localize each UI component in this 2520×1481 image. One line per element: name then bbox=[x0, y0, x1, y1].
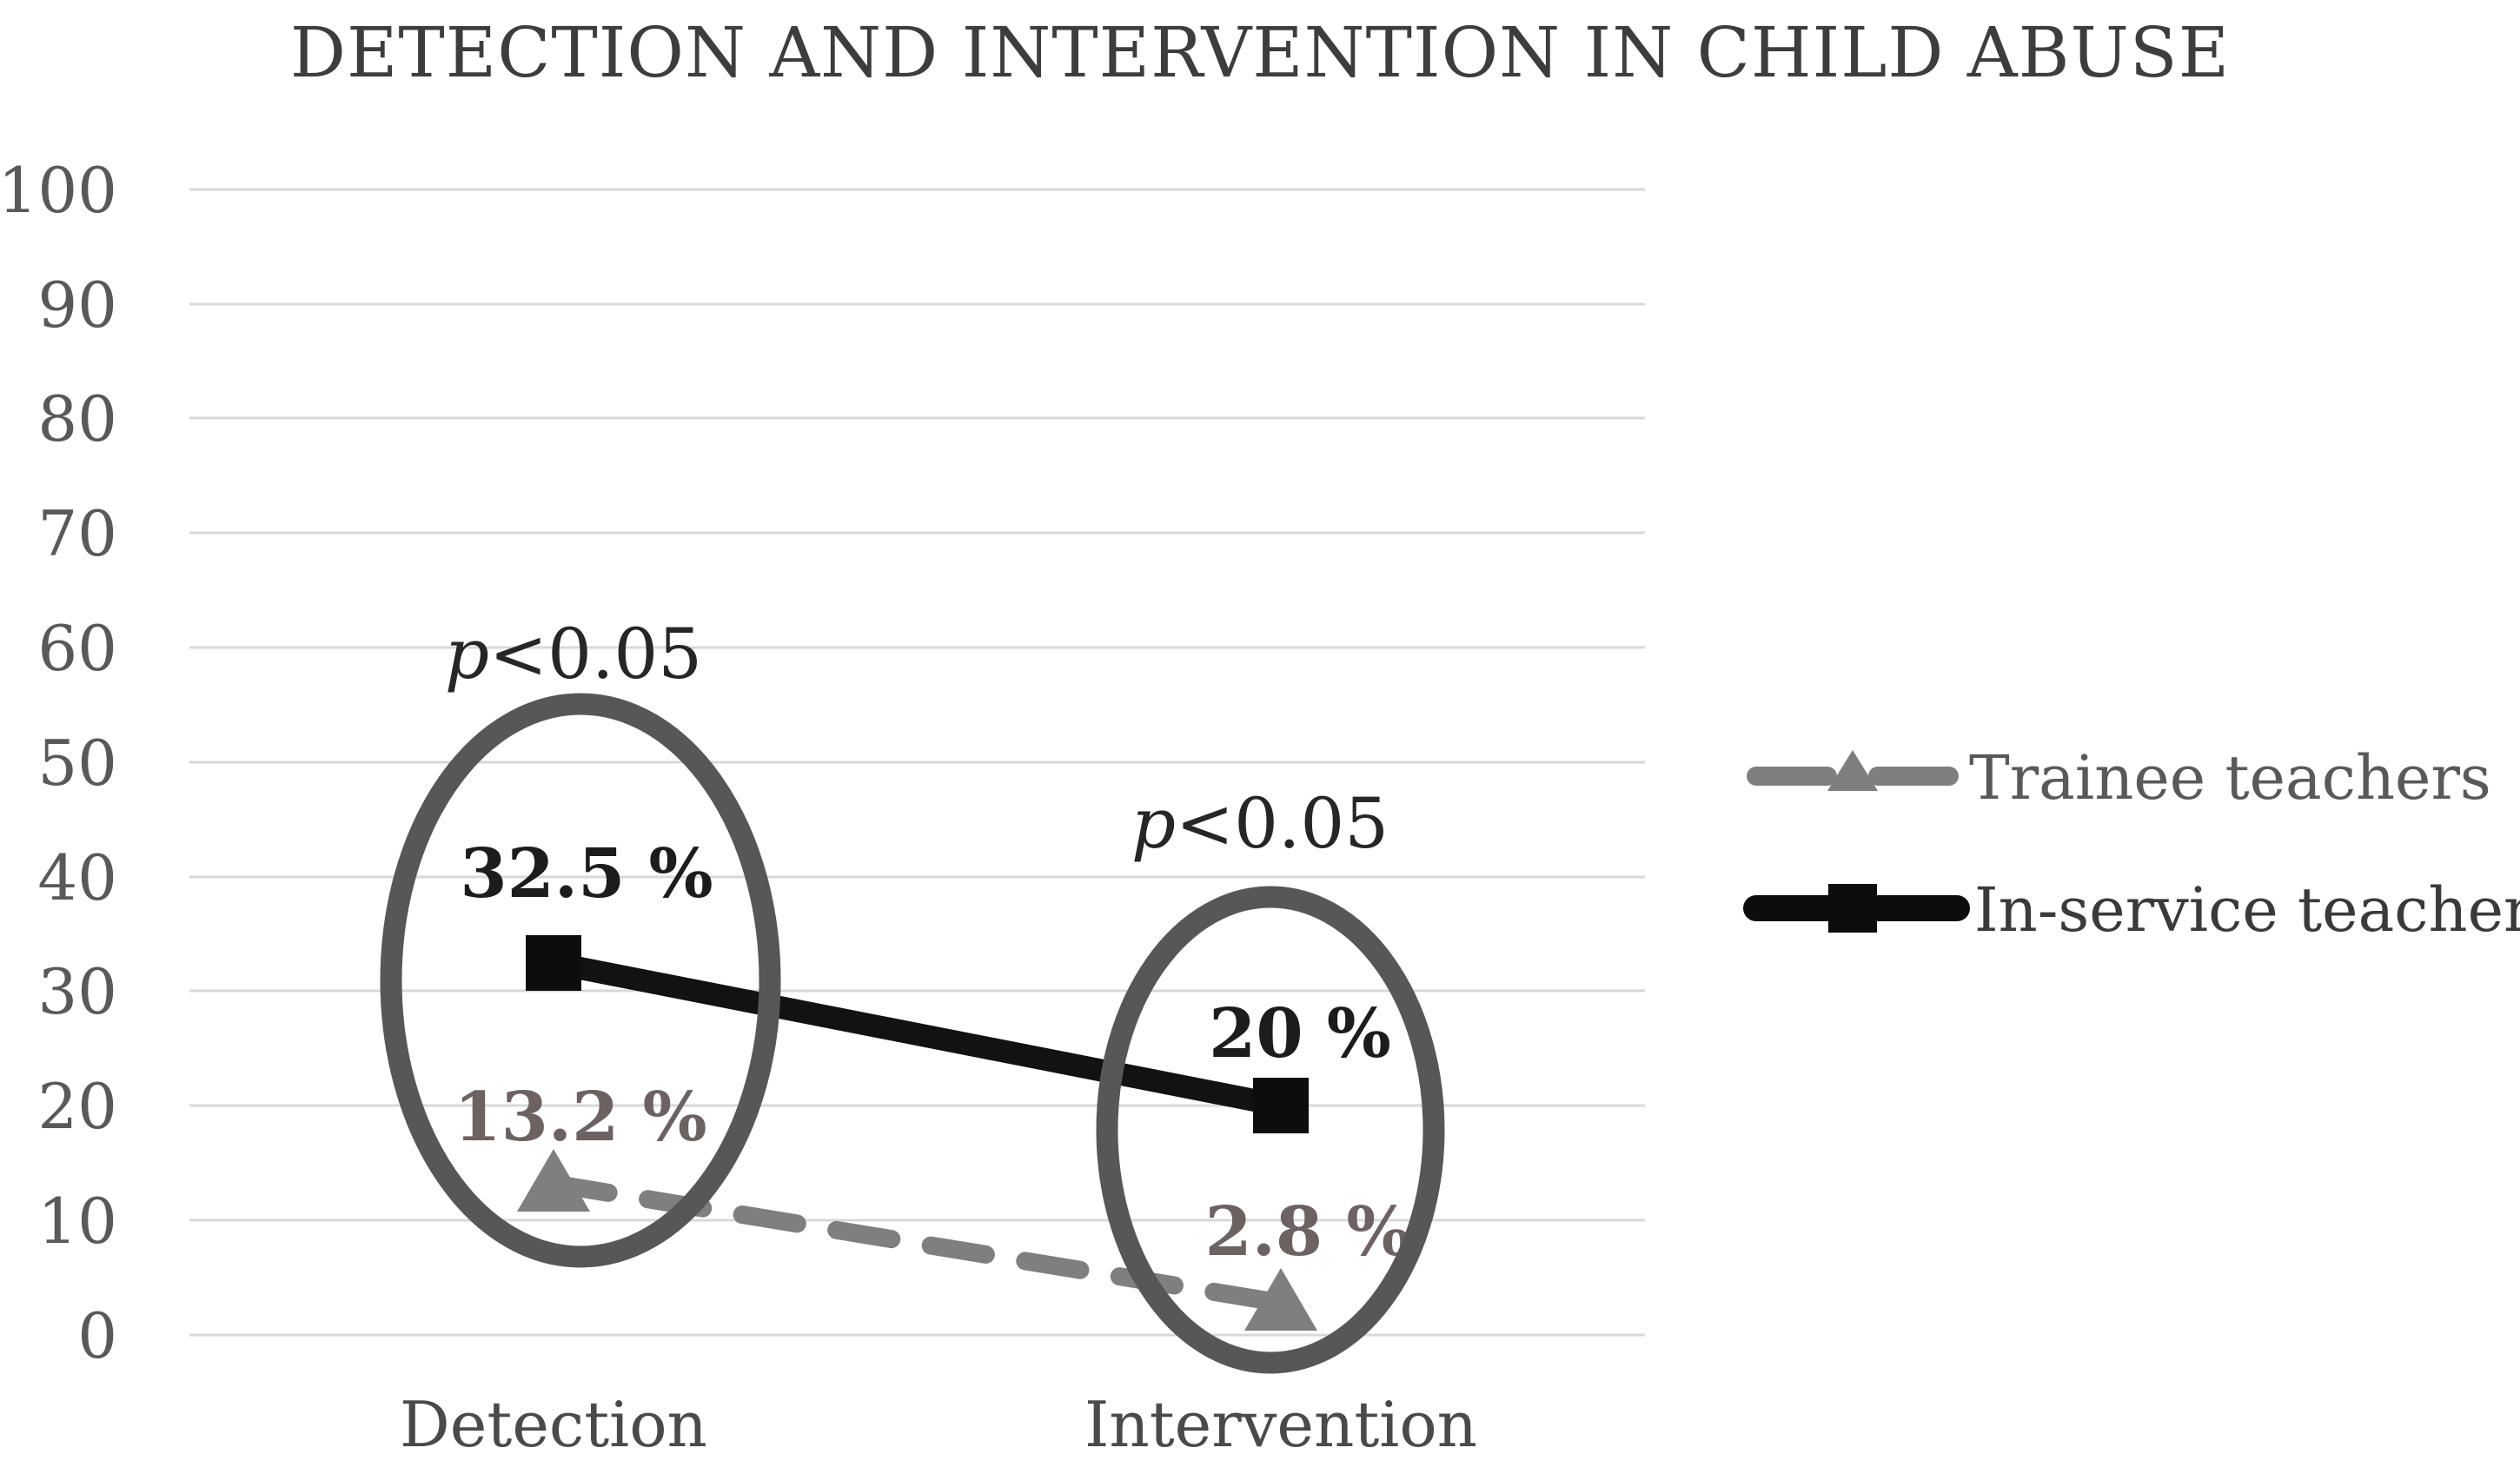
legend-item-trainee: Trainee teachers bbox=[1747, 742, 2491, 814]
y-tick-label: 50 bbox=[37, 727, 117, 800]
y-tick-label: 100 bbox=[0, 154, 117, 227]
y-tick-label: 40 bbox=[37, 841, 117, 914]
trainee-legend-label: Trainee teachers bbox=[1969, 742, 2491, 814]
triangle-marker-detection bbox=[517, 1149, 590, 1212]
p-value-annotation-intervention: p<0.05 bbox=[1131, 783, 1389, 864]
data-label-inservice-intervention: 20 % bbox=[1209, 994, 1391, 1073]
p-threshold: <0.05 bbox=[489, 614, 702, 694]
ellipse-annotation-detection bbox=[380, 693, 781, 1268]
y-tick-label: 30 bbox=[37, 955, 117, 1028]
square-marker-detection bbox=[526, 935, 581, 991]
data-label-trainee-intervention: 2.8 % bbox=[1205, 1192, 1411, 1272]
data-label-trainee-detection: 13.2 % bbox=[454, 1078, 706, 1157]
inservice-legend-label: In-service teachers bbox=[1974, 874, 2520, 946]
triangle-marker-intervention bbox=[1244, 1268, 1317, 1331]
significance-annotations: p<0.05 p<0.05 bbox=[445, 614, 1389, 864]
y-tick-label: 80 bbox=[37, 382, 117, 455]
gridlines bbox=[189, 188, 1645, 1337]
inservice-series-line bbox=[551, 952, 1283, 1117]
y-tick-label: 90 bbox=[37, 269, 117, 342]
y-tick-label: 70 bbox=[37, 497, 117, 570]
trainee-series-line bbox=[544, 1174, 1290, 1312]
data-label-inservice-detection: 32.5 % bbox=[460, 834, 713, 913]
chart-title: DETECTION AND INTERVENTION IN CHILD ABUS… bbox=[290, 12, 2230, 93]
y-tick-label: 20 bbox=[37, 1070, 117, 1143]
x-axis-category-labels: Detection Intervention bbox=[400, 1388, 1477, 1461]
square-marker-intervention bbox=[1253, 1078, 1309, 1133]
ellipse-annotation-intervention bbox=[1096, 886, 1445, 1374]
p-symbol: p bbox=[445, 614, 489, 694]
inservice-legend-square-icon bbox=[1828, 884, 1877, 933]
y-tick-label: 10 bbox=[37, 1185, 117, 1258]
p-threshold: <0.05 bbox=[1176, 783, 1389, 864]
p-value-annotation-detection: p<0.05 bbox=[445, 614, 702, 694]
trainee-legend-triangle-icon bbox=[1827, 750, 1878, 791]
p-symbol: p bbox=[1131, 783, 1176, 864]
highlight-ellipses bbox=[380, 693, 1445, 1374]
legend: Trainee teachers In-service teachers bbox=[1743, 742, 2520, 946]
legend-item-inservice: In-service teachers bbox=[1743, 874, 2520, 946]
y-axis-tick-labels: 100 90 80 70 60 50 40 30 20 10 0 bbox=[0, 154, 117, 1372]
y-tick-label: 60 bbox=[37, 612, 117, 685]
data-labels: 32.5 % 20 % 13.2 % 2.8 % bbox=[454, 834, 1410, 1272]
series-inservice-teachers bbox=[526, 935, 1309, 1133]
y-tick-label: 0 bbox=[77, 1299, 117, 1372]
x-category-intervention: Intervention bbox=[1084, 1388, 1477, 1461]
x-category-detection: Detection bbox=[400, 1388, 707, 1461]
